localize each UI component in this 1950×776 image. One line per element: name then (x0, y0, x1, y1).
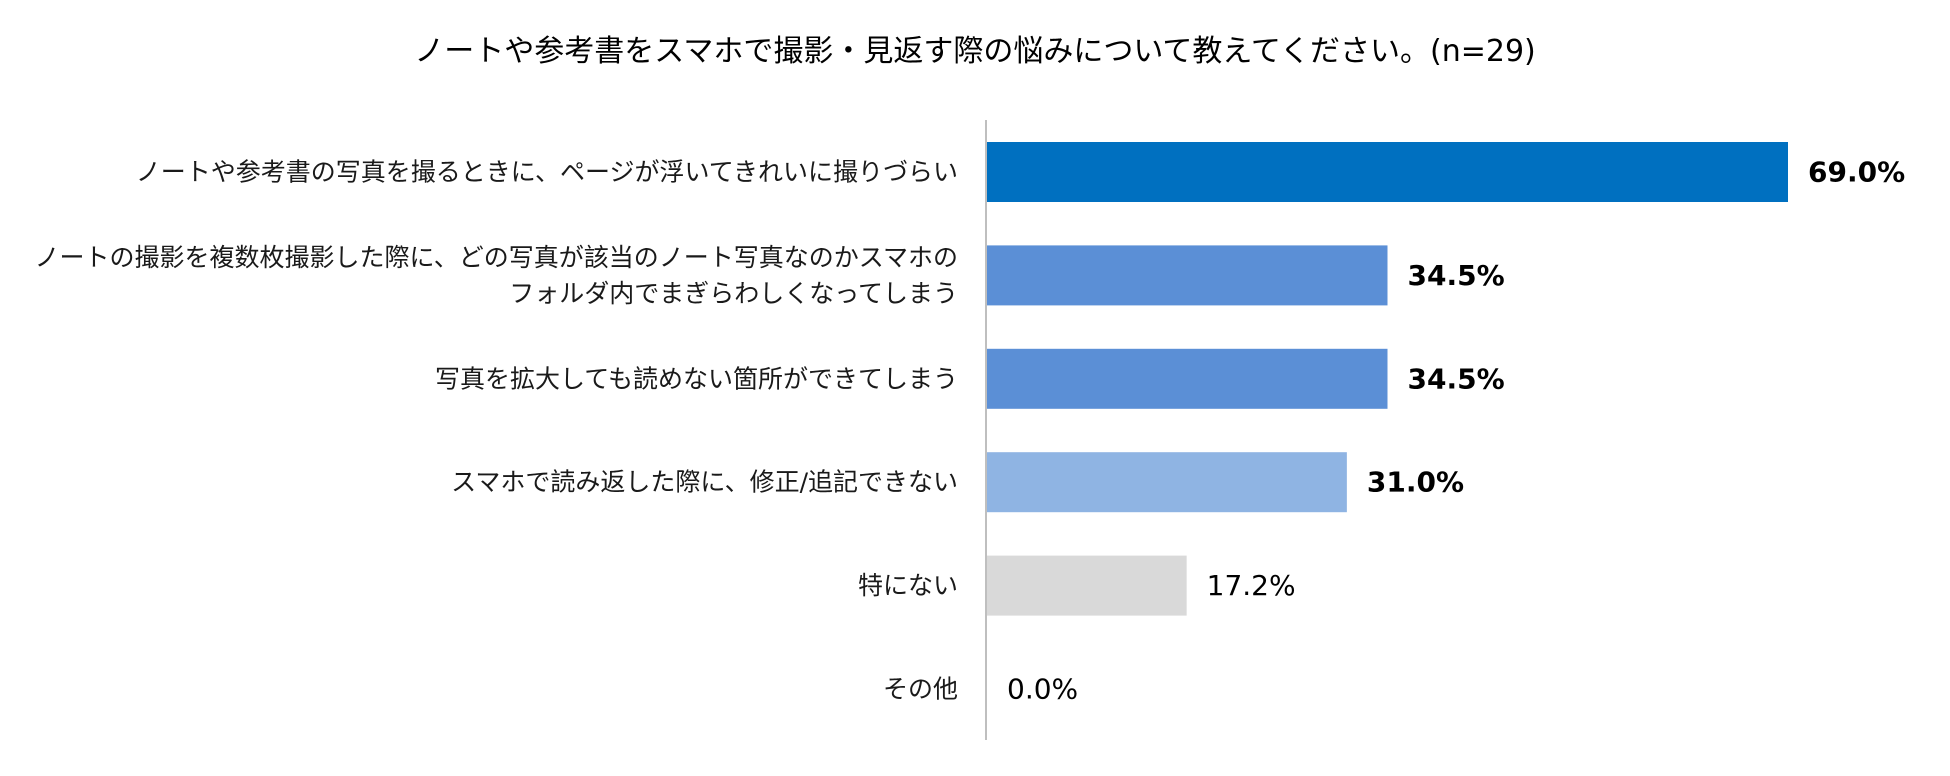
category-label-2: 写真を拡大しても読めない箇所ができてしまう (435, 364, 958, 393)
category-label-1-line-0: ノートの撮影を複数枚撮影した際に、どの写真が該当のノート写真なのかスマホの (34, 243, 958, 272)
category-label-4: 特にない (858, 571, 958, 600)
bar-4 (987, 555, 1187, 616)
bar-2 (987, 348, 1388, 409)
bar-3 (987, 452, 1347, 513)
category-label-5: その他 (883, 675, 958, 704)
value-label-5: 0.0% (1007, 673, 1078, 706)
bar-1 (987, 245, 1388, 306)
value-label-0: 69.0% (1808, 156, 1905, 189)
bar-0 (987, 142, 1788, 202)
value-label-4: 17.2% (1207, 569, 1296, 602)
category-labels: ノートや参考書の写真を撮るときに、ページが浮いてきれいに撮りづらいノートの撮影を… (34, 158, 958, 704)
category-label-3: スマホで読み返した際に、修正/追記できない (451, 468, 958, 497)
value-label-3: 31.0% (1367, 466, 1464, 499)
value-label-2: 34.5% (1408, 362, 1505, 395)
bars-layer (987, 142, 1788, 616)
value-label-1: 34.5% (1408, 259, 1505, 292)
category-label-0: ノートや参考書の写真を撮るときに、ページが浮いてきれいに撮りづらい (136, 158, 958, 187)
chart-title: ノートや参考書をスマホで撮影・見返す際の悩みについて教えてください。(n=29) (414, 34, 1536, 69)
category-label-1-line-1: フォルダ内でまぎらわしくなってしまう (509, 279, 958, 308)
value-labels: 69.0% 34.5% 34.5% 31.0% 17.2% 0.0% (1007, 156, 1905, 706)
